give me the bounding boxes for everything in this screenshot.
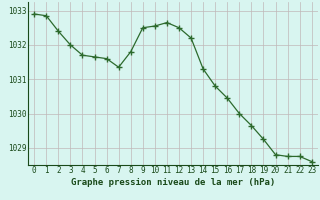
X-axis label: Graphe pression niveau de la mer (hPa): Graphe pression niveau de la mer (hPa) [71,178,275,187]
